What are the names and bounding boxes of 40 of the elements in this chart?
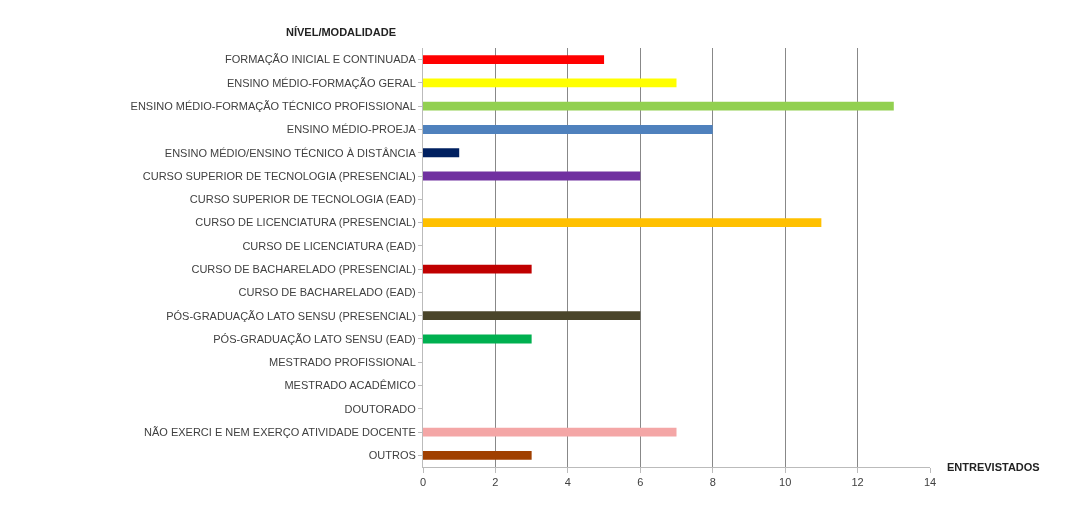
bar — [423, 55, 605, 65]
y-axis-title: NÍVEL/MODALIDADE — [286, 26, 396, 38]
y-tick-label: ENSINO MÉDIO-PROEJA — [286, 123, 417, 136]
bar — [423, 148, 460, 158]
y-tick-label: CURSO SUPERIOR DE TECNOLOGIA (EAD) — [189, 193, 416, 206]
y-tick-label: CURSO DE LICENCIATURA (PRESENCIAL) — [195, 216, 416, 229]
bar — [423, 218, 822, 228]
y-tick-label: CURSO DE LICENCIATURA (EAD) — [242, 239, 416, 252]
y-tick-label: FORMAÇÃO INICIAL E CONTINUADA — [224, 53, 417, 66]
y-tick-label: NÃO EXERCI E NEM EXERÇO ATIVIDADE DOCENTE — [144, 425, 416, 438]
x-tick-label: 14 — [923, 476, 937, 489]
x-tick-label: 2 — [492, 476, 499, 489]
y-tick-label: ENSINO MÉDIO/ENSINO TÉCNICO À DISTÂNCIA — [164, 146, 417, 159]
bar — [423, 450, 532, 460]
y-tick-label: MESTRADO ACADÊMICO — [284, 379, 417, 392]
y-tick-label: DOUTORADO — [344, 402, 417, 415]
y-tick-label: CURSO DE BACHARELADO (EAD) — [238, 286, 416, 299]
bar — [423, 171, 641, 181]
x-tick-label: 8 — [709, 476, 716, 489]
bar — [423, 334, 532, 344]
y-tick-label: CURSO DE BACHARELADO (PRESENCIAL) — [191, 262, 416, 275]
x-axis-title: ENTREVISTADOS — [947, 461, 1040, 473]
bar — [423, 101, 894, 111]
x-tick-label: 4 — [564, 476, 571, 489]
y-tick-label: ENSINO MÉDIO-FORMAÇÃO GERAL — [226, 76, 416, 89]
x-tick-label: 12 — [851, 476, 864, 489]
bar — [423, 264, 532, 274]
x-tick-label: 0 — [419, 476, 427, 489]
y-tick-label: PÓS-GRADUAÇÃO LATO SENSU (EAD) — [213, 332, 416, 345]
y-tick-label: MESTRADO PROFISSIONAL — [269, 356, 416, 369]
bar — [423, 125, 713, 134]
x-tick-label: 10 — [779, 476, 792, 489]
y-tick-label: OUTROS — [368, 449, 416, 462]
y-tick-label: CURSO SUPERIOR DE TECNOLOGIA (PRESENCIAL) — [142, 169, 416, 182]
bar — [423, 311, 641, 321]
y-tick-label: PÓS-GRADUAÇÃO LATO SENSU (PRESENCIAL) — [166, 309, 416, 322]
x-tick-label: 6 — [637, 476, 644, 489]
y-tick-label: ENSINO MÉDIO-FORMAÇÃO TÉCNICO PROFISSIONAL — [130, 100, 416, 113]
bar — [423, 427, 677, 437]
bar — [423, 78, 677, 88]
